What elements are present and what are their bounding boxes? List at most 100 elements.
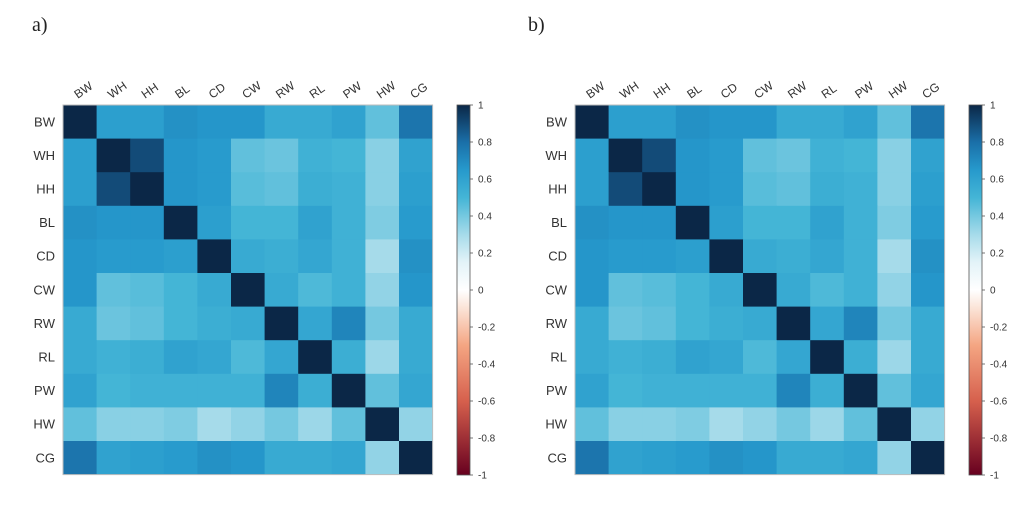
row-label-a-cg: CG	[36, 450, 56, 465]
heatmap-cell-a-bw-hh	[130, 105, 165, 139]
heatmap-cell-b-pw-cd	[709, 373, 744, 408]
heatmap-cell-a-cw-hw	[365, 273, 400, 307]
col-label-a-rw: RW	[273, 78, 298, 101]
heatmap-cell-b-hw-cd	[709, 407, 744, 442]
heatmap-cell-a-bl-hh	[130, 205, 165, 240]
heatmap-cell-b-pw-cw	[743, 373, 777, 408]
heatmap-cell-a-hw-wh	[96, 407, 131, 442]
colorbar-tick-label-b: 0.4	[990, 212, 1004, 223]
row-label-b-rw: RW	[546, 316, 568, 331]
heatmap-cell-a-bl-cd	[197, 205, 232, 240]
heatmap-cell-a-cw-rw	[264, 273, 299, 307]
heatmap-cell-b-rl-hw	[877, 340, 912, 375]
heatmap-cell-b-cg-cd	[709, 441, 744, 475]
heatmap-cell-a-hw-rw	[264, 407, 299, 442]
heatmap-cell-b-bl-cw	[743, 205, 777, 240]
heatmap-cell-a-hw-hh	[130, 407, 165, 442]
heatmap-cell-b-pw-bw	[575, 373, 609, 408]
heatmap-cell-a-bw-bw	[63, 105, 97, 139]
col-label-b-pw: PW	[852, 79, 876, 102]
heatmap-cell-b-cw-bw	[575, 273, 609, 307]
heatmap-cell-a-bw-rl	[298, 105, 333, 139]
heatmap-cell-b-rw-bw	[575, 306, 609, 341]
row-label-b-pw: PW	[546, 383, 568, 398]
heatmap-cell-a-wh-cd	[197, 138, 232, 173]
heatmap-cell-b-wh-bw	[575, 138, 609, 173]
heatmap-cell-a-pw-rw	[264, 373, 299, 408]
heatmap-cell-b-hw-pw	[843, 407, 878, 442]
colorbar-b	[968, 104, 983, 476]
heatmap-cell-a-cd-hw	[365, 239, 400, 274]
heatmap-cell-b-bw-bl	[675, 105, 710, 139]
heatmap-cell-a-pw-pw	[331, 373, 366, 408]
heatmap-cell-a-hw-bw	[63, 407, 97, 442]
heatmap-cell-b-cd-cg	[911, 239, 945, 274]
heatmap-cell-b-hw-bw	[575, 407, 609, 442]
heatmap-cell-a-pw-cg	[399, 373, 433, 408]
row-label-b-bw: BW	[546, 114, 568, 129]
heatmap-cell-b-cw-hh	[642, 273, 677, 307]
heatmap-cell-b-hw-bl	[675, 407, 710, 442]
heatmap-cell-a-rw-bw	[63, 306, 97, 341]
heatmap-cell-a-pw-hw	[365, 373, 400, 408]
heatmap-cell-b-cg-hw	[877, 441, 912, 475]
col-label-b-wh: WH	[617, 79, 641, 102]
colorbar-tick-label-b: 0	[990, 286, 996, 297]
heatmap-cell-a-bw-rw	[264, 105, 299, 139]
heatmap-cell-b-cw-cw	[743, 273, 777, 307]
heatmap-cell-a-rw-rw	[264, 306, 299, 341]
heatmap-cell-b-bl-wh	[608, 205, 643, 240]
row-label-a-bw: BW	[34, 114, 56, 129]
heatmap-cell-b-cg-rw	[776, 441, 811, 475]
heatmap-cell-b-cw-rl	[810, 273, 845, 307]
heatmap-cell-a-cd-bl	[163, 239, 198, 274]
heatmap-cell-a-hw-cd	[197, 407, 232, 442]
heatmap-cell-a-hh-rw	[264, 172, 299, 207]
heatmap-cell-b-wh-hh	[642, 138, 677, 173]
colorbar-tick-label-b: -0.8	[990, 434, 1008, 445]
heatmap-cell-b-cd-pw	[843, 239, 878, 274]
heatmap-cell-b-cw-cg	[911, 273, 945, 307]
heatmap-cell-a-cw-bw	[63, 273, 97, 307]
heatmap-cell-a-rl-rl	[298, 340, 333, 375]
heatmap-cell-b-bw-rl	[810, 105, 845, 139]
heatmap-cell-b-wh-wh	[608, 138, 643, 173]
heatmap-cell-a-cg-hh	[130, 441, 165, 475]
heatmap-cell-b-cw-wh	[608, 273, 643, 307]
heatmap-cell-a-hh-cd	[197, 172, 232, 207]
heatmap-cell-a-wh-hh	[130, 138, 165, 173]
heatmap-cell-b-hh-rl	[810, 172, 845, 207]
heatmap-cell-a-wh-cg	[399, 138, 433, 173]
heatmap-cell-b-hw-cg	[911, 407, 945, 442]
heatmap-cell-a-pw-bl	[163, 373, 198, 408]
heatmap-cell-a-wh-cw	[231, 138, 265, 173]
heatmap-cell-a-rl-cd	[197, 340, 232, 375]
correlation-heatmap-a: BW WH HH BL CD CW RW RL PW HW CG BW WH HH BL CD CW RW RL PW…	[33, 78, 495, 481]
heatmap-cell-a-cd-bw	[63, 239, 97, 274]
heatmap-cell-a-cw-wh	[96, 273, 131, 307]
heatmap-cell-b-cg-cw	[743, 441, 777, 475]
heatmap-cell-a-pw-wh	[96, 373, 131, 408]
heatmap-cell-b-cd-cd	[709, 239, 744, 274]
panel-a-label: a)	[32, 14, 48, 36]
heatmap-cell-a-rl-bl	[163, 340, 198, 375]
heatmap-cell-a-cw-pw	[331, 273, 366, 307]
heatmap-border-b	[574, 104, 946, 476]
heatmap-cell-a-cg-hw	[365, 441, 400, 475]
heatmap-cell-a-cw-rl	[298, 273, 333, 307]
heatmap-cell-a-cg-cw	[231, 441, 265, 475]
heatmap-cell-b-cw-pw	[843, 273, 878, 307]
heatmap-cell-a-cw-hh	[130, 273, 165, 307]
heatmap-cell-b-bw-bw	[575, 105, 609, 139]
heatmap-cell-a-wh-bl	[163, 138, 198, 173]
heatmap-cell-b-cd-hw	[877, 239, 912, 274]
heatmap-cell-a-cw-cg	[399, 273, 433, 307]
heatmap-cell-b-cd-cw	[743, 239, 777, 274]
heatmap-cell-a-rl-cg	[399, 340, 433, 375]
heatmap-cell-b-rw-cw	[743, 306, 777, 341]
col-label-a-hw: HW	[374, 78, 399, 101]
heatmap-cell-a-cw-bl	[163, 273, 198, 307]
heatmap-cell-b-hh-pw	[843, 172, 878, 207]
heatmap-cell-b-rl-hh	[642, 340, 677, 375]
heatmap-cell-b-wh-cg	[911, 138, 945, 173]
